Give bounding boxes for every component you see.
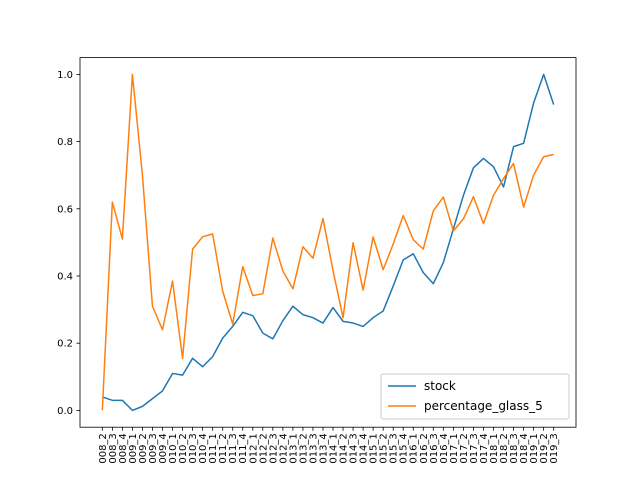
x-tick-label: 019_3	[549, 433, 560, 463]
x-tick-label: 014_2	[339, 433, 350, 463]
x-tick-label: 008_3	[108, 433, 119, 463]
x-tick-label: 016_2	[419, 433, 430, 463]
x-tick-label: 012_3	[268, 433, 279, 463]
x-tick-label: 012_2	[258, 433, 269, 463]
x-tick-label: 011_2	[218, 433, 229, 463]
x-tick-label: 015_3	[389, 433, 400, 463]
x-tick-label: 019_1	[529, 433, 540, 463]
x-tick-label: 014_4	[359, 433, 370, 463]
legend-label-percentage-glass-5: percentage_glass_5	[424, 399, 543, 413]
series-line-percentage-glass-5	[101, 73, 554, 411]
y-tick-label: 0.8	[57, 137, 73, 148]
legend-label-stock: stock	[424, 379, 456, 393]
x-tick-label: 018_2	[499, 433, 510, 463]
x-tick-label: 018_1	[489, 433, 500, 463]
y-tick-label: 1.0	[57, 70, 73, 81]
x-tick-label: 015_1	[369, 433, 380, 463]
x-tick-label: 013_1	[288, 433, 299, 463]
x-tick-label: 009_1	[128, 433, 139, 463]
x-tick-label: 009_3	[148, 433, 159, 463]
x-tick-label: 017_4	[479, 433, 490, 463]
y-tick-label: 0.6	[57, 204, 73, 215]
x-tick-label: 011_3	[228, 433, 239, 463]
x-tick-label: 008_4	[118, 433, 129, 463]
x-tick-label: 013_4	[318, 433, 329, 463]
y-tick-label: 0.2	[57, 339, 73, 350]
x-tick-label: 010_4	[198, 433, 209, 463]
x-tick-label: 019_2	[539, 433, 550, 463]
x-tick-label: 012_4	[278, 433, 289, 463]
x-tick-label: 010_1	[168, 433, 179, 463]
x-tick-label: 011_1	[208, 433, 219, 463]
x-tick-label: 014_1	[329, 433, 340, 463]
x-tick-label: 009_4	[158, 433, 169, 463]
x-tick-label: 013_2	[298, 433, 309, 463]
x-tick-label: 015_4	[399, 433, 410, 463]
plot-area-frame	[79, 57, 577, 428]
series-layer	[101, 73, 555, 412]
y-tick-label: 0.0	[57, 406, 73, 417]
x-tick-label: 017_3	[469, 433, 480, 463]
x-tick-label: 016_1	[409, 433, 420, 463]
y-axis: 0.0 0.2 0.4 0.6 0.8 1.0	[57, 70, 80, 417]
x-tick-label: 010_2	[178, 433, 189, 463]
x-axis: 008_2 008_3 008_4 009_1 009_2 009_3 009_4 010_1…	[98, 427, 560, 464]
series-line-stock	[102, 73, 555, 412]
x-tick-label: 018_3	[509, 433, 520, 463]
x-tick-label: 017_2	[459, 433, 470, 463]
x-tick-label: 010_3	[188, 433, 199, 463]
x-tick-label: 015_2	[379, 433, 390, 463]
x-tick-label: 013_3	[308, 433, 319, 463]
legend-box	[380, 373, 570, 420]
x-tick-label: 009_2	[138, 433, 149, 463]
x-tick-label: 012_1	[248, 433, 259, 463]
legend: stock percentage_glass_5	[380, 373, 570, 420]
x-tick-label: 011_4	[238, 433, 249, 463]
x-tick-label: 014_3	[349, 433, 360, 463]
x-tick-label: 018_4	[519, 433, 530, 463]
x-tick-label: 017_1	[449, 433, 460, 463]
y-tick-label: 0.4	[57, 272, 73, 283]
x-tick-label: 016_4	[439, 433, 450, 463]
x-tick-label: 016_3	[429, 433, 440, 463]
x-tick-label: 008_2	[98, 433, 109, 463]
